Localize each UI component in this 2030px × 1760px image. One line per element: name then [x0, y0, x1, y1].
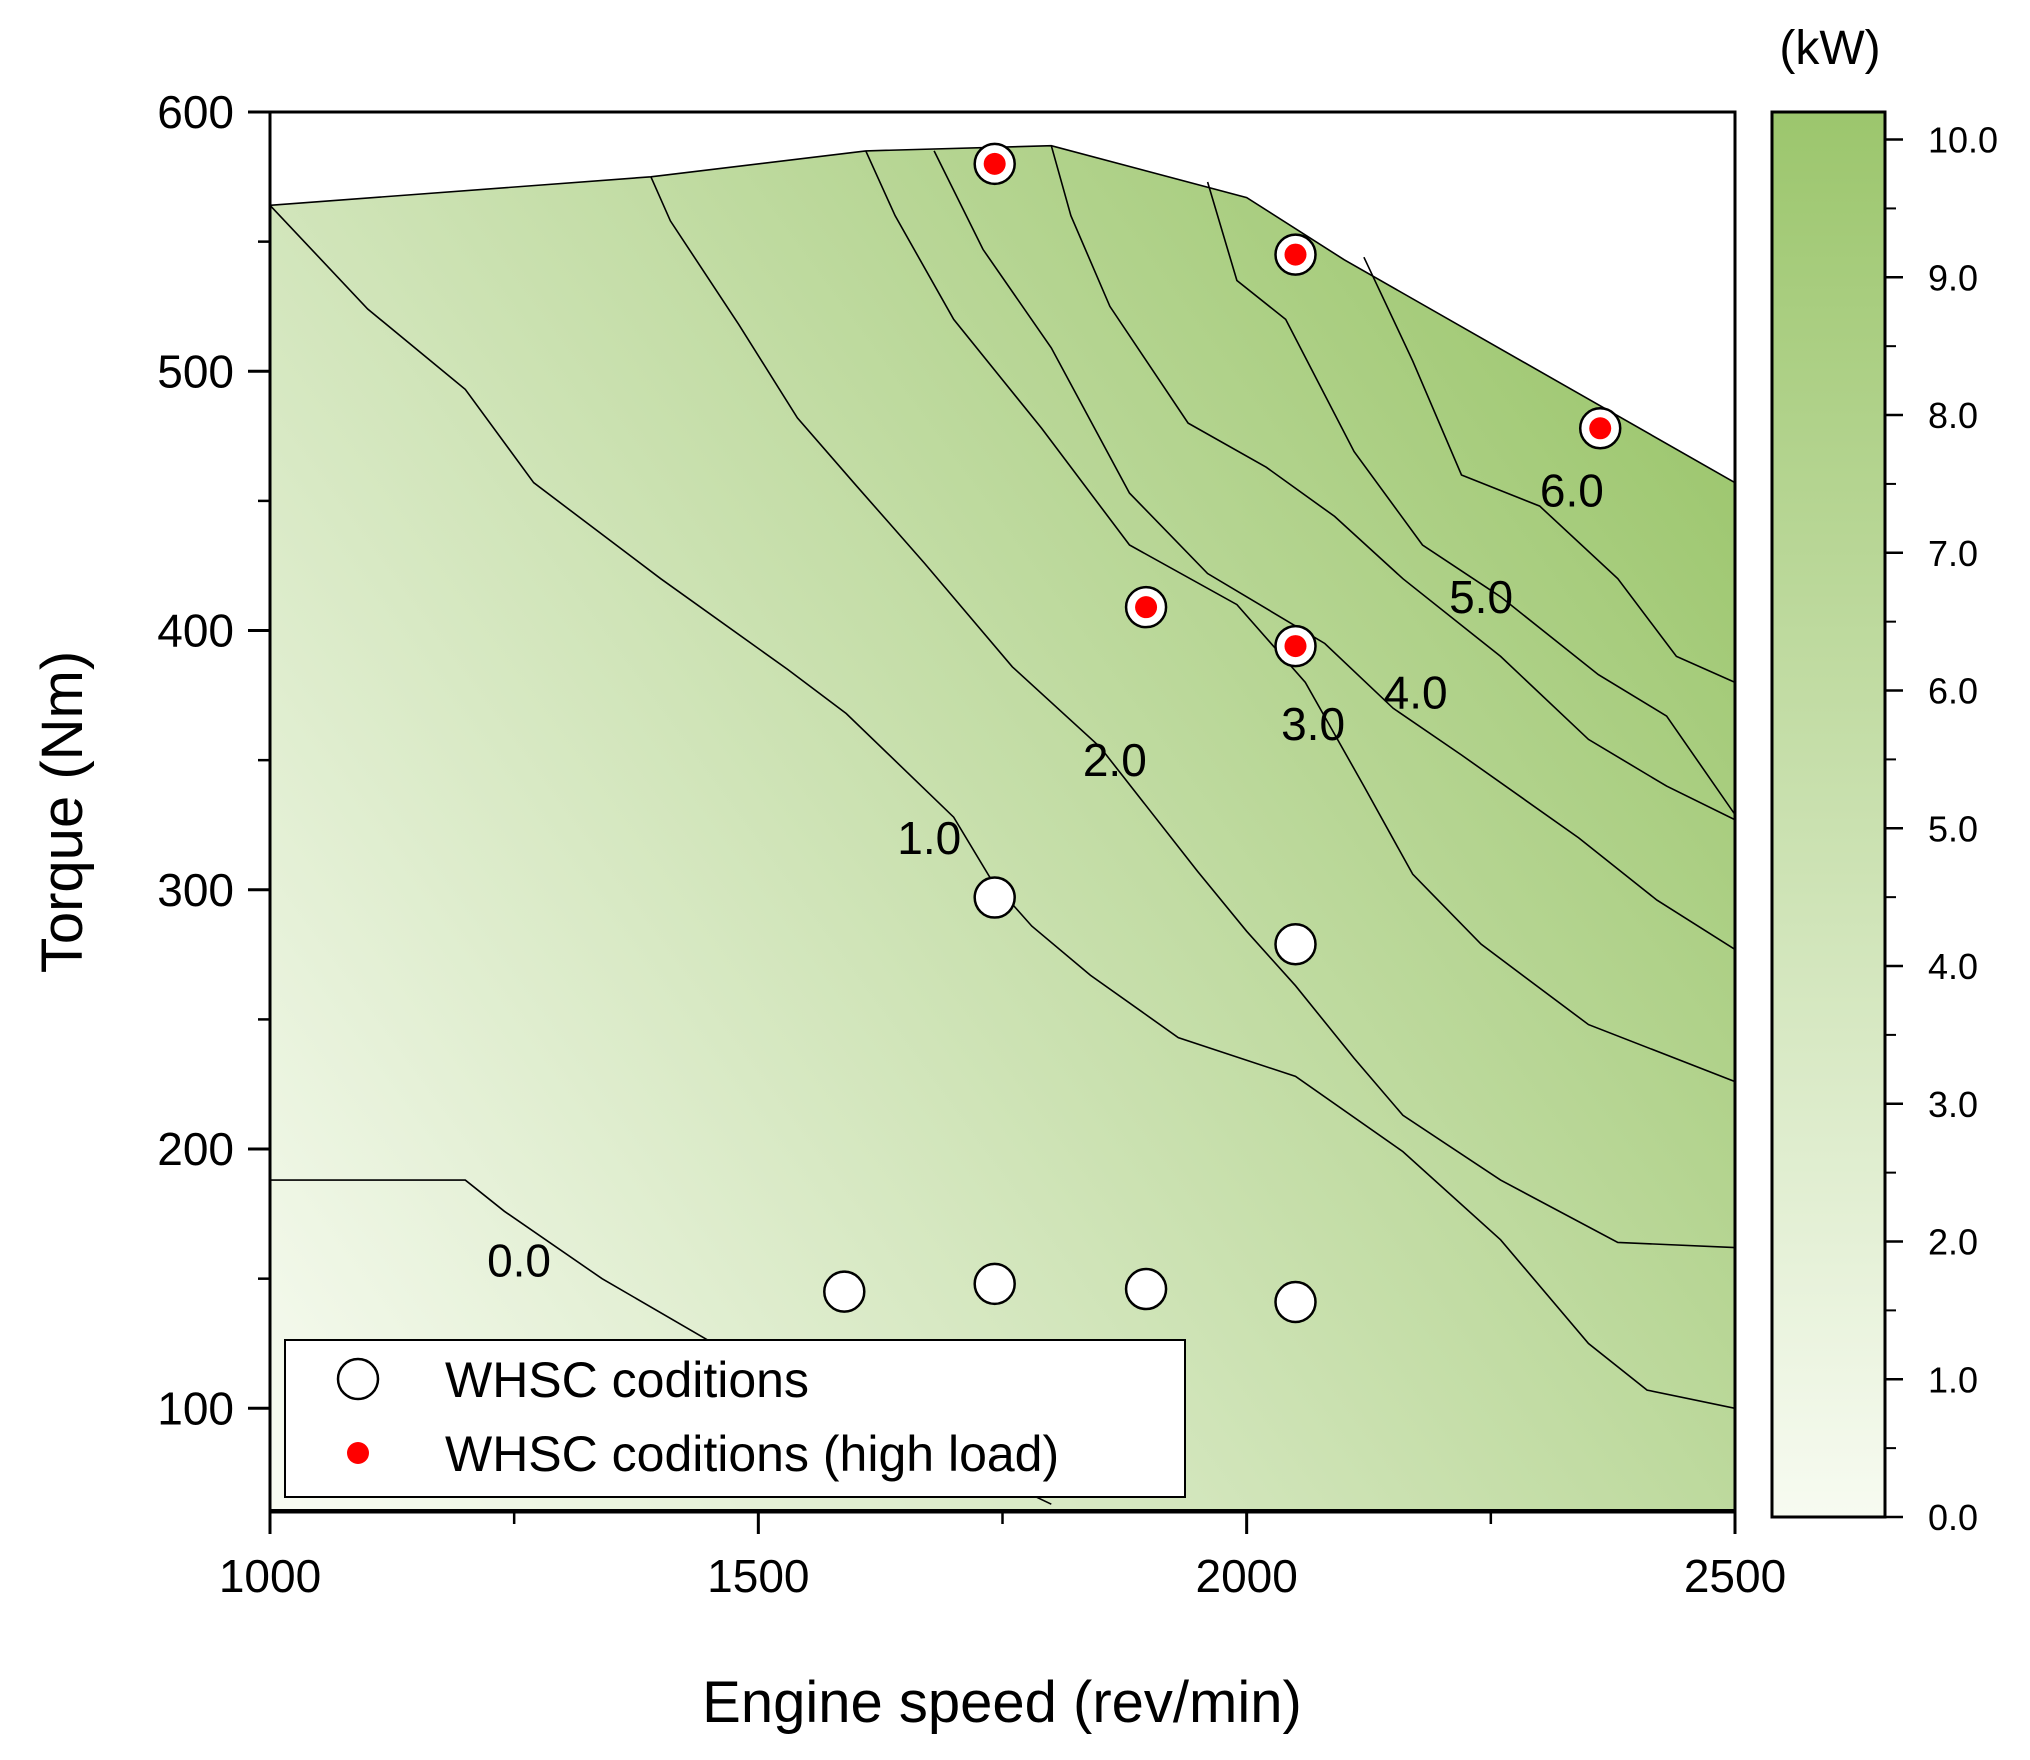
x-axis: 1000 1500 2000 2500 [219, 1512, 1786, 1602]
colorbar-tick-label-10: 10.0 [1928, 120, 1998, 161]
contour-label-1: 1.0 [897, 812, 961, 864]
power-region-fill [270, 145, 1735, 1513]
contour-labels: 0.0 1.0 2.0 3.0 4.05.0 6.0 [487, 465, 1604, 1287]
legend-box [284, 1339, 1186, 1498]
contour-label-6: 6.0 [1540, 465, 1604, 517]
high-load-point-4 [1284, 635, 1307, 658]
colorbar-unit-label: (kW) [1779, 22, 1880, 75]
colorbar-tick-label-9: 9.0 [1928, 257, 1978, 298]
y-tick-label-100: 100 [157, 1382, 234, 1434]
legend-label-whsc-high-load: WHSC coditions (high load) [445, 1426, 1059, 1482]
colorbar-tick-label-4: 4.0 [1928, 946, 1978, 987]
contour-label-5: 5.0 [1449, 571, 1513, 623]
y-tick-label-600: 600 [157, 86, 234, 138]
legend-label-whsc: WHSC coditions [445, 1352, 809, 1408]
x-tick-label-1500: 1500 [707, 1550, 809, 1602]
contour-label-0: 0.0 [487, 1235, 551, 1287]
contour-line-3 [865, 150, 1735, 1083]
colorbar-ticks: 0.0 1.0 2.0 3.0 4.0 5.0 6.0 7.0 8.0 9.0 10.0 [1885, 120, 1998, 1538]
whsc-point-1 [973, 1262, 1016, 1306]
whsc-point-3 [1274, 1280, 1317, 1324]
x-tick-label-2000: 2000 [1195, 1550, 1297, 1602]
whsc-point-5 [1274, 922, 1317, 966]
whsc-point-2 [1124, 1267, 1168, 1311]
x-axis-title: Engine speed (rev/min) [702, 1670, 1302, 1735]
colorbar-tick-label-0: 0.0 [1928, 1497, 1978, 1538]
contour-label-3: 3.0 [1281, 698, 1345, 750]
contour-label-4: 4.0 [1384, 667, 1448, 719]
whsc-point-4 [973, 876, 1016, 919]
colorbar-tick-label-8: 8.0 [1928, 395, 1978, 436]
legend: WHSC coditions WHSC coditions (high load… [284, 1339, 1186, 1498]
data-markers [823, 142, 1622, 1324]
contour-line-7 [1363, 256, 1735, 684]
y-tick-label-200: 200 [157, 1123, 234, 1175]
y-tick-label-400: 400 [157, 605, 234, 657]
contour-line-6 [1206, 181, 1735, 816]
contour-line-5 [1050, 145, 1735, 821]
contour-lines [270, 145, 1735, 1505]
colorbar-tick-label-2: 2.0 [1928, 1222, 1978, 1263]
y-tick-label-300: 300 [157, 864, 234, 916]
colorbar-tick-label-5: 5.0 [1928, 808, 1978, 849]
contour-line-2 [650, 176, 1735, 1249]
legend-marker-whsc-high-load [347, 1442, 369, 1464]
colorbar-tick-label-1: 1.0 [1928, 1359, 1978, 1400]
full-load-curve [269, 144, 1736, 484]
x-tick-label-1000: 1000 [219, 1550, 321, 1602]
legend-marker-whsc [336, 1357, 380, 1401]
colorbar-tick-label-6: 6.0 [1928, 671, 1978, 712]
plot-area: 0.0 1.0 2.0 3.0 4.05.0 6.0 [269, 142, 1736, 1513]
high-load-point-1 [1284, 243, 1307, 266]
x-tick-label-2500: 2500 [1684, 1550, 1786, 1602]
whsc-point-0 [823, 1270, 866, 1313]
colorbar-tick-label-7: 7.0 [1928, 533, 1978, 574]
high-load-point-2 [1589, 417, 1612, 440]
contour-label-2: 2.0 [1083, 734, 1147, 786]
y-axis: 100 200 300 400 500 600 [157, 86, 270, 1434]
y-axis-title: Torque (Nm) [30, 651, 95, 973]
colorbar: 0.0 1.0 2.0 3.0 4.0 5.0 6.0 7.0 8.0 9.0 10.0 (kW) [1770, 22, 1998, 1538]
colorbar-tick-label-3: 3.0 [1928, 1084, 1978, 1125]
high-load-point-0 [983, 152, 1006, 175]
high-load-point-3 [1135, 596, 1158, 619]
contour-line-4 [933, 150, 1735, 951]
colorbar-gradient [1770, 110, 1887, 1519]
y-tick-label-500: 500 [157, 345, 234, 397]
